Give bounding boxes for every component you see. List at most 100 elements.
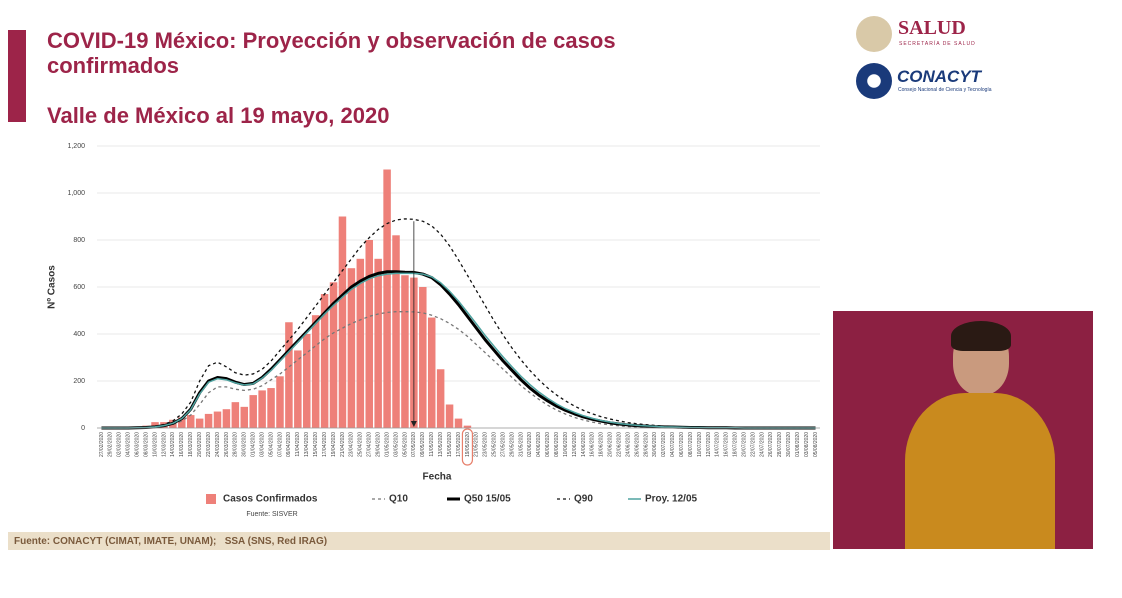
line-series xyxy=(101,218,816,429)
legend-label: Casos Confirmados xyxy=(223,494,318,505)
x-tick-label: 06/07/2020 xyxy=(679,432,685,457)
y-tick-label: 0 xyxy=(81,425,85,432)
x-tick-label: 26/07/2020 xyxy=(768,432,774,457)
bar xyxy=(356,258,365,428)
x-tick-label: 05/05/2020 xyxy=(402,432,408,457)
x-tick-label: 29/04/2020 xyxy=(375,432,381,457)
x-tick-label: 14/03/2020 xyxy=(170,432,176,457)
x-tick-label: 30/06/2020 xyxy=(652,432,658,457)
x-tick-label: 16/07/2020 xyxy=(724,432,730,457)
x-tick-label: 27/02/2020 xyxy=(99,432,105,457)
x-tick-label: 16/03/2020 xyxy=(179,432,185,457)
footer-band xyxy=(8,532,830,550)
x-tick-label: 07/05/2020 xyxy=(411,432,417,457)
salud-emblem xyxy=(856,16,892,52)
x-tick-label: 10/03/2020 xyxy=(152,432,158,457)
bar xyxy=(427,317,436,428)
bar xyxy=(294,350,302,428)
bar xyxy=(454,418,463,428)
x-tick-label: 22/03/2020 xyxy=(206,432,212,457)
x-tick-label: 01/05/2020 xyxy=(384,432,390,457)
x-tick-label: 16/06/2020 xyxy=(590,432,596,457)
x-tick-label: 01/08/2020 xyxy=(795,432,801,457)
y-tick-label: 800 xyxy=(73,237,85,244)
x-axis-title: Fecha xyxy=(423,472,452,483)
conacyt-logo: CONACYT xyxy=(897,67,982,86)
x-tick-label: 29/05/2020 xyxy=(509,432,515,457)
bar xyxy=(178,417,186,428)
bar xyxy=(258,390,266,428)
bar xyxy=(249,395,257,428)
salud-sub: SECRETARÍA DE SALUD xyxy=(899,41,976,47)
x-tick-label: 08/03/2020 xyxy=(143,432,149,457)
bar xyxy=(392,235,400,428)
bar xyxy=(240,406,249,428)
x-tick-label: 23/05/2020 xyxy=(483,432,489,457)
bar xyxy=(401,275,409,428)
x-tick-label: 04/03/2020 xyxy=(126,432,132,457)
bar xyxy=(151,422,159,428)
x-tick-label: 18/07/2020 xyxy=(733,432,739,457)
bar xyxy=(365,240,373,428)
x-tick-label: 30/03/2020 xyxy=(242,432,248,457)
x-tick-label: 05/04/2020 xyxy=(268,432,274,457)
x-tick-label: 05/08/2020 xyxy=(813,432,819,457)
line-series xyxy=(101,272,816,429)
legend-label: Q10 xyxy=(389,494,408,505)
x-tick-label: 21/05/2020 xyxy=(474,432,480,457)
x-tick-label: 12/06/2020 xyxy=(572,432,578,457)
x-tick-label: 24/07/2020 xyxy=(759,432,765,457)
bar xyxy=(267,388,275,428)
x-tick-label: 14/06/2020 xyxy=(581,432,587,457)
x-tick-label: 09/04/2020 xyxy=(286,432,292,457)
x-tick-label: 13/04/2020 xyxy=(304,432,310,457)
x-tick-label: 03/05/2020 xyxy=(393,432,399,457)
x-tick-label: 25/04/2020 xyxy=(358,432,364,457)
y-tick-label: 400 xyxy=(73,331,85,338)
bar xyxy=(303,334,311,428)
x-tick-label: 06/03/2020 xyxy=(134,432,140,457)
x-tick-label: 02/03/2020 xyxy=(117,432,123,457)
x-tick-label: 06/06/2020 xyxy=(545,432,551,457)
bar xyxy=(276,376,284,428)
x-tick-label: 12/07/2020 xyxy=(706,432,712,457)
bar xyxy=(329,282,338,428)
interpreter-video xyxy=(833,311,1093,549)
slide-subtitle: Valle de México al 19 mayo, 2020 xyxy=(47,103,390,128)
x-tick-label: 03/08/2020 xyxy=(804,432,810,457)
x-tick-label: 25/05/2020 xyxy=(492,432,498,457)
x-tick-label: 15/05/2020 xyxy=(447,432,453,457)
x-tick-label: 28/07/2020 xyxy=(777,432,783,457)
bar xyxy=(320,294,329,428)
slide-title: COVID-19 México: Proyección y observació… xyxy=(47,28,616,78)
x-tick-label: 26/03/2020 xyxy=(224,432,230,457)
bar xyxy=(374,258,382,428)
bar xyxy=(213,411,222,428)
x-tick-label: 31/05/2020 xyxy=(518,432,524,457)
bar xyxy=(383,169,391,428)
x-tick-label: 17/05/2020 xyxy=(456,432,462,457)
x-tick-label: 19/05/2020 xyxy=(465,432,471,457)
x-tick-label: 14/07/2020 xyxy=(715,432,721,457)
x-tick-label: 08/06/2020 xyxy=(554,432,560,457)
bar xyxy=(463,425,472,428)
footer: Fuente: CONACYT (CIMAT, IMATE, UNAM); SS… xyxy=(14,536,328,547)
x-tick-label: 21/04/2020 xyxy=(340,432,346,457)
interpreter-body xyxy=(905,393,1055,549)
source-note: Fuente: SISVER xyxy=(246,511,297,518)
x-tick-label: 18/03/2020 xyxy=(188,432,194,457)
y-axis-title: Nº Casos xyxy=(47,265,58,309)
peak-arrow-head xyxy=(410,421,417,427)
conacyt-emblem xyxy=(856,63,892,99)
bar xyxy=(222,409,231,428)
x-tick-label: 17/04/2020 xyxy=(322,432,328,457)
x-tick-label: 10/07/2020 xyxy=(697,432,703,457)
x-tick-label: 15/04/2020 xyxy=(313,432,319,457)
x-tick-label: 24/03/2020 xyxy=(215,432,221,457)
x-tick-label: 04/06/2020 xyxy=(536,432,542,457)
x-tick-label: 20/06/2020 xyxy=(608,432,614,457)
legend-label: Q50 15/05 xyxy=(464,494,511,505)
bar xyxy=(311,315,320,428)
x-tick-label: 11/04/2020 xyxy=(295,432,301,457)
